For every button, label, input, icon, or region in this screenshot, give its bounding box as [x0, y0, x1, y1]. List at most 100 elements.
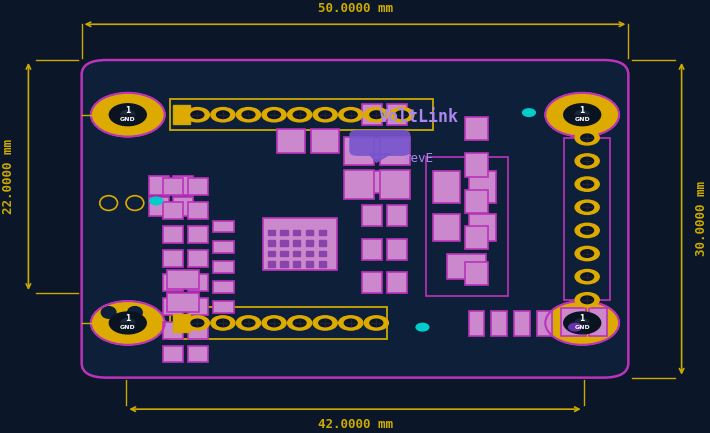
- Bar: [387, 104, 407, 125]
- Circle shape: [395, 111, 408, 119]
- Bar: [188, 322, 208, 339]
- Circle shape: [581, 204, 594, 211]
- Circle shape: [545, 93, 619, 136]
- Bar: [280, 251, 288, 256]
- Bar: [188, 298, 208, 314]
- Bar: [380, 170, 410, 199]
- Bar: [362, 239, 382, 260]
- Bar: [170, 307, 387, 339]
- Bar: [163, 298, 183, 314]
- Bar: [170, 99, 433, 130]
- Circle shape: [575, 110, 589, 119]
- Bar: [465, 226, 488, 249]
- Text: GND: GND: [120, 326, 136, 330]
- Circle shape: [262, 316, 286, 330]
- Bar: [149, 197, 169, 216]
- Ellipse shape: [99, 305, 118, 320]
- Bar: [589, 308, 607, 336]
- Text: 1: 1: [125, 314, 131, 323]
- Bar: [387, 205, 407, 226]
- Bar: [293, 261, 300, 267]
- Bar: [213, 301, 234, 313]
- Circle shape: [211, 316, 235, 330]
- Bar: [465, 117, 488, 140]
- Bar: [280, 240, 288, 246]
- Circle shape: [121, 110, 135, 119]
- Bar: [491, 311, 507, 336]
- Circle shape: [581, 250, 594, 257]
- Bar: [167, 270, 199, 289]
- Bar: [277, 129, 305, 152]
- Circle shape: [364, 107, 388, 122]
- Bar: [469, 311, 484, 336]
- Bar: [188, 226, 208, 242]
- Bar: [213, 221, 234, 233]
- Text: 42.0000 mm: 42.0000 mm: [317, 418, 393, 431]
- Bar: [163, 226, 183, 242]
- Circle shape: [581, 157, 594, 165]
- Circle shape: [581, 226, 594, 234]
- Text: 1: 1: [125, 106, 131, 115]
- Bar: [561, 308, 586, 336]
- Ellipse shape: [126, 196, 143, 210]
- Circle shape: [288, 107, 312, 122]
- Text: GND: GND: [120, 117, 136, 122]
- Bar: [311, 129, 339, 152]
- Circle shape: [242, 111, 255, 119]
- Bar: [465, 153, 488, 177]
- Text: 1: 1: [579, 314, 585, 323]
- Bar: [387, 272, 407, 294]
- Ellipse shape: [99, 196, 118, 210]
- Bar: [163, 274, 183, 291]
- Circle shape: [575, 154, 599, 168]
- Circle shape: [390, 107, 414, 122]
- Bar: [149, 176, 169, 194]
- Bar: [173, 176, 193, 194]
- FancyBboxPatch shape: [82, 60, 628, 378]
- Circle shape: [575, 293, 599, 307]
- Circle shape: [211, 107, 235, 122]
- Polygon shape: [369, 154, 390, 162]
- Bar: [280, 261, 288, 267]
- Text: GND: GND: [574, 117, 590, 122]
- Bar: [188, 274, 208, 291]
- Bar: [344, 136, 374, 165]
- Circle shape: [545, 301, 619, 345]
- Bar: [293, 240, 300, 246]
- FancyBboxPatch shape: [349, 130, 410, 156]
- Circle shape: [293, 319, 306, 327]
- Bar: [426, 157, 508, 296]
- Circle shape: [569, 323, 581, 331]
- Circle shape: [339, 107, 363, 122]
- Circle shape: [236, 316, 261, 330]
- Bar: [173, 313, 190, 332]
- Bar: [447, 254, 486, 279]
- Bar: [362, 171, 382, 193]
- Text: 1: 1: [579, 106, 585, 115]
- Circle shape: [217, 319, 229, 327]
- Bar: [564, 138, 610, 300]
- Circle shape: [364, 316, 388, 330]
- Bar: [188, 250, 208, 267]
- Bar: [514, 311, 530, 336]
- Circle shape: [217, 111, 229, 119]
- Bar: [362, 205, 382, 226]
- Bar: [306, 251, 313, 256]
- Bar: [263, 218, 337, 270]
- Circle shape: [575, 223, 599, 238]
- Bar: [280, 229, 288, 236]
- Circle shape: [575, 200, 599, 214]
- Bar: [163, 250, 183, 267]
- Circle shape: [319, 319, 332, 327]
- Text: 30.0000 mm: 30.0000 mm: [695, 181, 708, 256]
- Bar: [306, 229, 313, 236]
- Bar: [362, 272, 382, 294]
- Bar: [433, 171, 460, 203]
- Circle shape: [185, 316, 209, 330]
- Bar: [344, 170, 374, 199]
- Circle shape: [339, 316, 363, 330]
- Bar: [173, 197, 193, 216]
- Circle shape: [575, 246, 599, 261]
- Bar: [268, 229, 275, 236]
- Bar: [387, 171, 407, 193]
